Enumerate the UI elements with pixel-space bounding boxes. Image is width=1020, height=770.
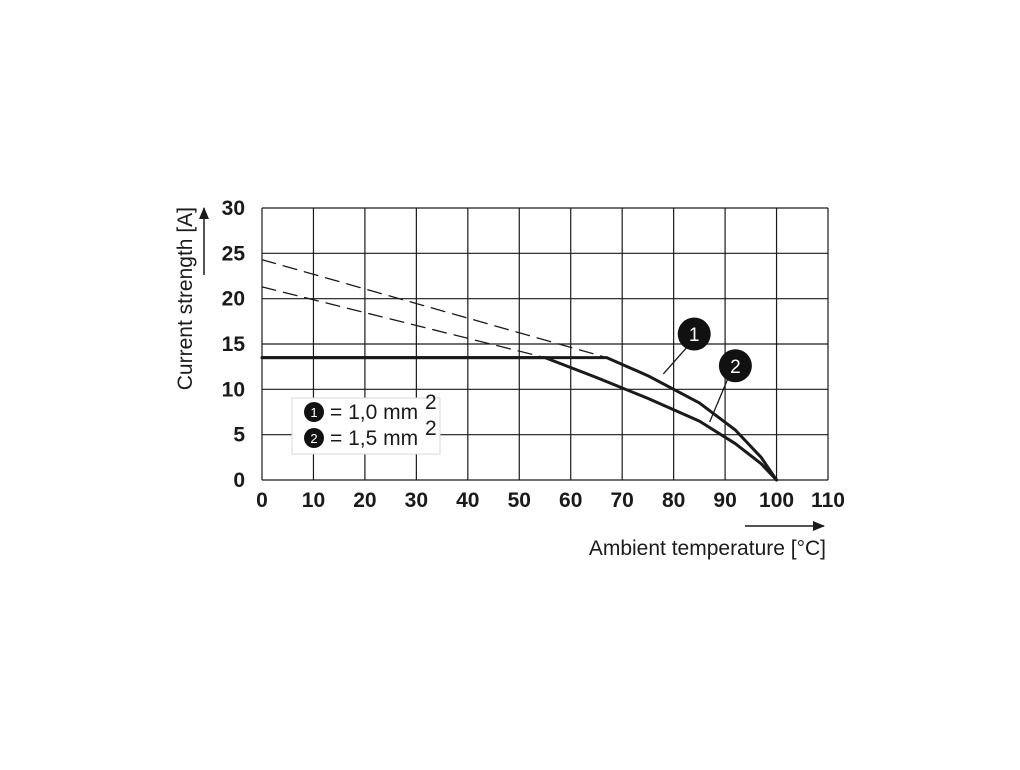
legend-entry-text: = 1,0 mm [330,401,418,424]
callouts: 12 [662,317,752,423]
series-line-2 [260,356,778,482]
x-tick-label: 60 [559,489,582,512]
callout-number: 2 [730,357,741,378]
x-tick-label: 0 [256,489,268,512]
legend-marker-number: 1 [310,405,317,420]
y-tick-label: 15 [222,333,246,356]
tick-labels: 0 10 20 30 40 50 60 70 80 90 100 110 0 5 10 15 20 25 30 [222,197,845,512]
legend-marker-1 [304,402,324,422]
y-tick-label: 20 [222,288,245,311]
y-tick-label: 10 [222,378,245,401]
x-tick-label: 10 [302,489,325,512]
x-tick-label: 90 [713,489,736,512]
x-tick-label: 100 [759,489,794,512]
callout-leader [709,379,728,423]
x-tick-label: 30 [405,489,428,512]
x-axis-label: Ambient temperature [°C] [589,537,826,560]
x-tick-label: 20 [353,489,376,512]
x-tick-label: 70 [611,489,634,512]
y-tick-label: 0 [233,469,245,492]
callout-marker-2 [718,349,752,383]
grid [261,207,829,481]
x-tick-label: 40 [456,489,479,512]
y-tick-label: 5 [233,424,245,447]
callout-leader [662,347,687,375]
legend-marker-2 [304,428,324,448]
dashed-series-2 [261,286,546,359]
y-axis-label: Current strength [A] [174,207,197,390]
y-tick-label: 25 [222,242,246,265]
legend-entry-text: = 1,5 mm [330,427,418,450]
legend: 1 = 1,0 mm 2 2 = 1,5 mm 2 [291,391,441,455]
x-tick-label: 110 [811,489,845,512]
x-tick-label: 50 [508,489,531,512]
legend-marker-number: 2 [310,431,317,446]
legend-entry-superscript: 2 [425,391,437,414]
legend-entry-superscript: 2 [425,417,437,440]
callout-number: 1 [689,325,700,346]
series-layer [260,259,778,482]
dashed-series-1 [261,259,608,359]
y-tick-label: 30 [222,197,245,220]
x-tick-label: 80 [662,489,685,512]
callout-marker-1 [677,317,711,351]
